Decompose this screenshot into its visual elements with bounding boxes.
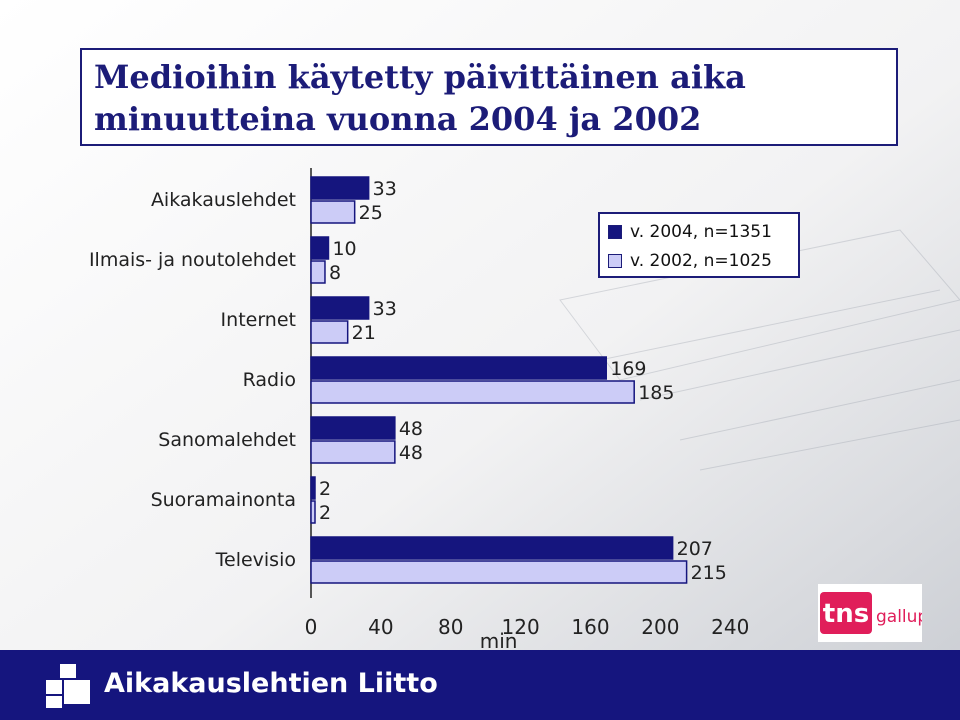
data-label: 215 <box>691 562 727 584</box>
footer-bar: Aikakauslehtien Liitto <box>0 650 960 720</box>
chart-title-line-1: Medioihin käytetty päivittäinen aika <box>94 58 746 96</box>
x-axis-label: min <box>480 629 518 653</box>
x-tick-label: 40 <box>368 615 393 639</box>
bar-2004 <box>310 536 674 560</box>
tns-logo-block <box>820 592 872 634</box>
chart-title-line-2: minuutteina vuonna 2004 ja 2002 <box>94 100 702 138</box>
category-label: Televisio <box>215 549 296 571</box>
data-label: 21 <box>352 322 376 344</box>
data-label: 33 <box>373 298 397 320</box>
footer-org-name: Aikakauslehtien Liitto <box>104 668 438 699</box>
data-label: 48 <box>399 442 423 464</box>
x-tick-label: 240 <box>711 615 749 639</box>
title-box: Medioihin käytetty päivittäinen aika min… <box>80 48 898 146</box>
bar-2004 <box>310 476 316 500</box>
bar-2004 <box>310 296 370 320</box>
data-label: 10 <box>332 238 356 260</box>
legend-swatch-2004 <box>608 225 622 239</box>
category-label: Internet <box>221 309 296 331</box>
bar-2002 <box>310 380 635 404</box>
bar-2004 <box>310 356 607 380</box>
bar-2002 <box>310 260 326 284</box>
bar-2002 <box>310 440 396 464</box>
x-tick-label: 0 <box>305 615 318 639</box>
gallup-logo-text: gallup <box>876 607 922 627</box>
data-label: 2 <box>319 478 331 500</box>
bar-2002 <box>310 320 349 344</box>
bar-2002 <box>310 500 316 524</box>
category-label: Suoramainonta <box>151 489 296 511</box>
category-label: Aikakauslehdet <box>151 189 296 211</box>
legend-label-2004: v. 2004, n=1351 <box>630 222 772 242</box>
bar-2002 <box>310 560 688 584</box>
category-label: Radio <box>243 369 296 391</box>
bar-2004 <box>310 236 330 260</box>
tns-logo-text: tns <box>823 599 869 629</box>
legend: v. 2004, n=1351 v. 2002, n=1025 <box>598 212 800 278</box>
legend-item-2002: v. 2002, n=1025 <box>608 251 772 271</box>
bar-2004 <box>310 176 370 200</box>
data-label: 2 <box>319 502 331 524</box>
legend-swatch-2002 <box>608 254 622 268</box>
data-label: 33 <box>373 178 397 200</box>
data-label: 8 <box>329 262 341 284</box>
bar-2004 <box>310 416 396 440</box>
legend-label-2002: v. 2002, n=1025 <box>630 251 772 271</box>
x-tick-label: 80 <box>438 615 463 639</box>
aikakauslehtien-liitto-logo-icon <box>46 664 90 708</box>
data-label: 169 <box>610 358 646 380</box>
category-label: Ilmais- ja noutolehdet <box>89 249 296 271</box>
x-tick-label: 200 <box>641 615 679 639</box>
tns-gallup-logo: tns gallup <box>818 584 922 642</box>
data-label: 185 <box>638 382 674 404</box>
data-label: 48 <box>399 418 423 440</box>
category-label: Sanomalehdet <box>158 429 296 451</box>
x-tick-label: 160 <box>571 615 609 639</box>
x-tick-label: 120 <box>502 615 540 639</box>
data-label: 207 <box>677 538 713 560</box>
bar-2002 <box>310 200 356 224</box>
data-label: 25 <box>359 202 383 224</box>
legend-item-2004: v. 2004, n=1351 <box>608 222 772 242</box>
